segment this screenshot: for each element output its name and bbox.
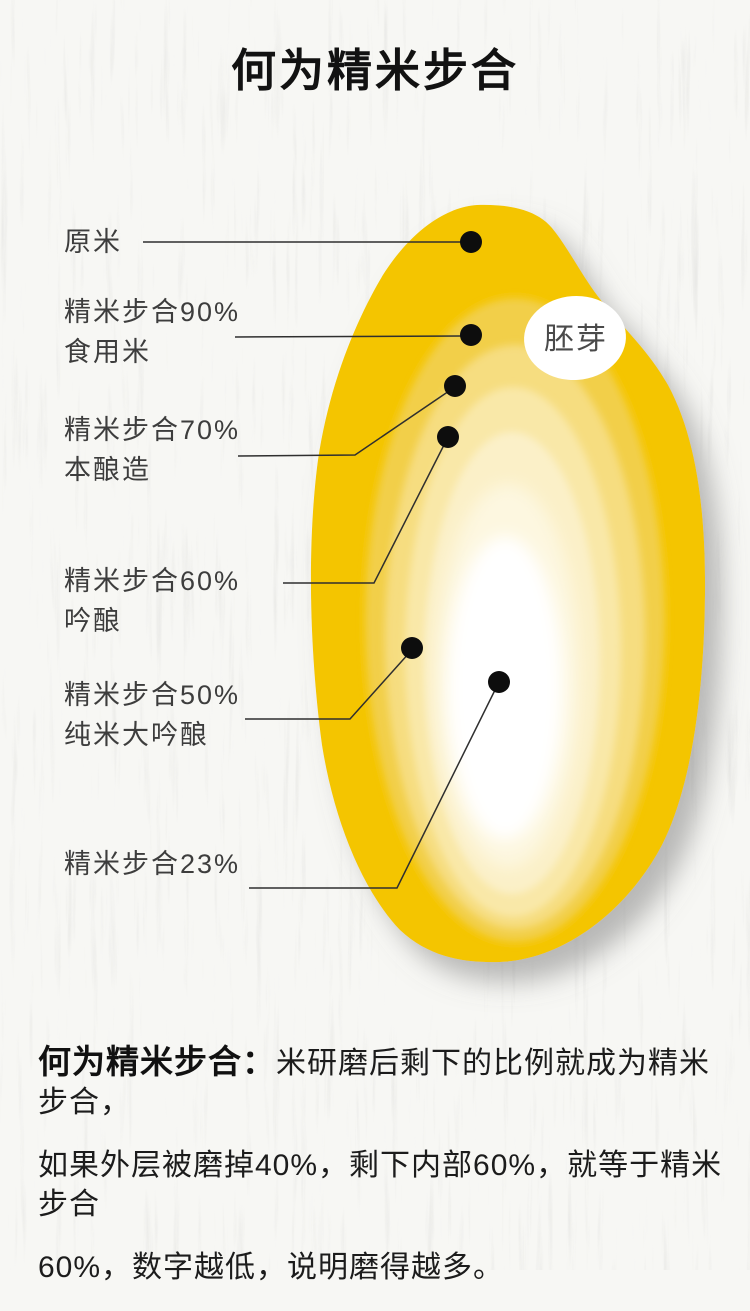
page: { "title": "何为精米步合", "germ_label": "胚芽",… (0, 0, 750, 1284)
layer-label-text: 精米步合90% (64, 297, 241, 327)
layer-label-1: 精米步合90% 食用米 (64, 292, 240, 372)
layer-label-text: 原米 (64, 227, 122, 257)
germ-label: 胚芽 (544, 323, 608, 356)
layer-dot (444, 375, 466, 397)
paragraph-line-2: 如果外层被磨掉40%，剩下内部60%，就等于精米步合 (38, 1149, 723, 1221)
layer-dot (488, 671, 510, 693)
explanation-paragraph: 何为精米步合：米研磨后剩下的比例就成为精米步合， 如果外层被磨掉40%，剩下内部… (38, 1042, 733, 1311)
layer-label-text: 精米步合60% (64, 566, 241, 596)
layer-label-4: 精米步合50% 纯米大吟酿 (64, 675, 240, 755)
layer-label-text: 食用米 (64, 337, 151, 367)
layer-label-text: 精米步合70% (64, 415, 241, 445)
layer-dot (460, 324, 482, 346)
layer-label-text: 精米步合23% (64, 849, 241, 879)
layer-dot (460, 231, 482, 253)
layer-dot (401, 637, 423, 659)
layer-label-text: 精米步合50% (64, 680, 241, 710)
layer-dot (437, 426, 459, 448)
layer-label-2: 精米步合70% 本酿造 (64, 410, 240, 490)
layer-label-5: 精米步合23% (64, 844, 240, 884)
leader-line (234, 335, 462, 338)
paragraph-line-1: 何为精米步合：米研磨后剩下的比例就成为精米步合， (38, 1042, 733, 1122)
layer-label-text: 纯米大吟酿 (64, 720, 209, 750)
paragraph-line-3: 60%，数字越低，说明磨得越多。 (38, 1251, 505, 1284)
layer-label-3: 精米步合60% 吟酿 (64, 561, 240, 641)
paragraph-lead-bold: 何为精米步合： (38, 1043, 276, 1080)
infographic: 何为精米步合 (38, 45, 721, 1284)
layer-label-0: 原米 (64, 222, 122, 262)
layer-label-text: 吟酿 (64, 606, 122, 636)
layer-label-text: 本酿造 (64, 455, 151, 485)
